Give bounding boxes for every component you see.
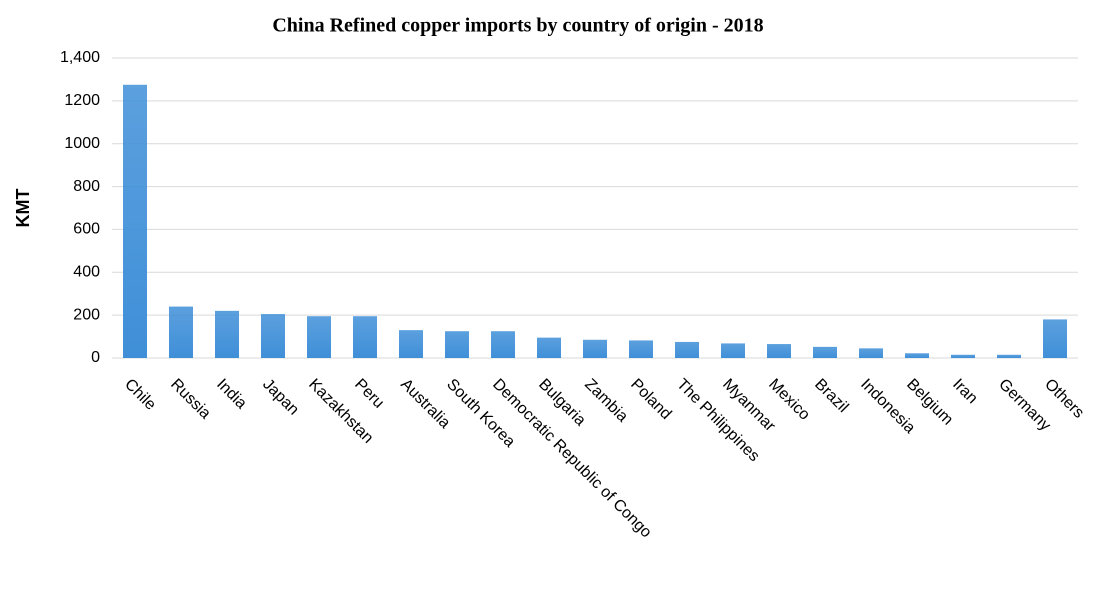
bar (767, 344, 791, 358)
bar (445, 331, 469, 358)
bar (537, 337, 561, 358)
y-tick-label: 600 (73, 221, 100, 238)
bar (491, 331, 515, 358)
bar (1043, 319, 1067, 358)
bar (399, 330, 423, 358)
x-tick-label: India (213, 376, 250, 413)
bar (813, 346, 837, 358)
bar (353, 316, 377, 358)
x-tick-label: Brazil (811, 376, 851, 416)
y-tick-label: 200 (73, 306, 100, 323)
bar (261, 314, 285, 358)
x-tick-label: Poland (627, 376, 674, 423)
bar (123, 84, 147, 359)
x-tick-label: Zambia (581, 376, 631, 426)
bar (169, 306, 193, 358)
bar (307, 316, 331, 358)
chart-title: China Refined copper imports by country … (272, 15, 763, 37)
bar (215, 310, 239, 358)
x-tick-label: Australia (397, 376, 453, 432)
y-tick-label: 400 (73, 264, 100, 281)
bar (905, 353, 929, 358)
x-tick-label: Peru (351, 376, 387, 412)
bar (997, 354, 1021, 358)
bar (629, 340, 653, 358)
y-tick-label: 0 (91, 349, 100, 366)
bar (951, 354, 975, 358)
bar (583, 339, 607, 358)
x-tick-label: Japan (259, 376, 302, 419)
x-tick-label: The Philippines (673, 376, 762, 465)
x-tick-label: Iran (949, 376, 981, 408)
y-tick-label: 1200 (64, 92, 100, 109)
x-tick-label: Others (1041, 376, 1087, 422)
bar (721, 343, 745, 358)
x-tick-label: Chile (121, 376, 159, 414)
bar (675, 341, 699, 358)
bar (859, 348, 883, 358)
y-tick-label: 1,400 (60, 49, 100, 66)
y-tick-label: 1000 (64, 135, 100, 152)
y-axis-label: KMT (13, 189, 33, 228)
x-tick-label: Russia (167, 376, 214, 423)
y-tick-label: 800 (73, 178, 100, 195)
